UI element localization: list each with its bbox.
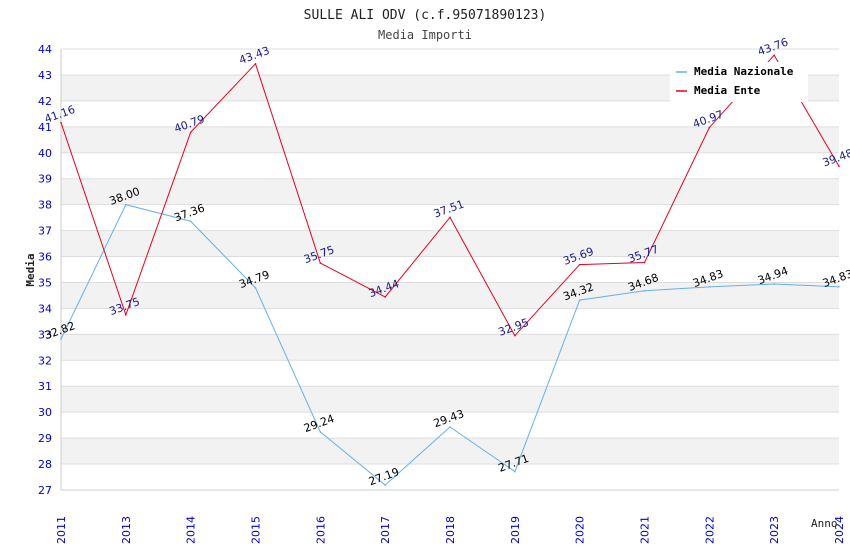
y-tick-label: 29 (38, 432, 52, 445)
y-tick-label: 33 (38, 328, 52, 341)
legend: Media Nazionale Media Ente (670, 62, 808, 102)
data-point (189, 220, 192, 223)
x-tick-label: 2019 (509, 516, 522, 544)
data-point (60, 121, 62, 124)
data-label: 29.24 (302, 412, 336, 435)
data-point (643, 289, 646, 292)
x-tick-label: 2011 (55, 516, 68, 544)
x-tick-label: 2022 (703, 516, 716, 544)
x-tick-label: 2024 (833, 516, 846, 544)
data-labels: 32.8238.0037.3634.7929.2427.1929.4327.71… (43, 35, 850, 488)
data-label: 43.43 (237, 44, 271, 67)
legend-label-nazionale: Media Nazionale (694, 65, 794, 78)
y-tick-label: 42 (38, 95, 52, 108)
x-tick-label: 2023 (768, 516, 781, 544)
grid-band (61, 178, 839, 205)
x-axis-label: Anno (811, 517, 838, 530)
data-point (578, 263, 581, 266)
legend-label-ente: Media Ente (694, 84, 761, 97)
data-point (838, 286, 840, 288)
y-tick-label: 40 (38, 147, 52, 160)
grid-band (61, 126, 839, 153)
grid-band (61, 334, 839, 361)
data-point (643, 261, 646, 264)
data-point (449, 426, 451, 428)
data-point (319, 431, 322, 433)
x-tick-label: 2020 (574, 516, 587, 544)
x-tick-labels: 2011 2013 2014 2015 2016 2017 2018 2019 2020 2021… (55, 516, 846, 544)
data-point (254, 62, 257, 65)
data-point (838, 165, 840, 168)
y-tick-label: 34 (38, 302, 52, 315)
y-tick-label: 43 (38, 69, 52, 82)
chart-title: SULLE ALI ODV (c.f.95071890123) (304, 8, 547, 23)
x-tick-label: 2014 (185, 516, 198, 544)
y-tick-label: 44 (38, 43, 52, 56)
series-lines (60, 54, 840, 486)
y-tick-label: 32 (38, 354, 52, 367)
data-label: 27.19 (367, 465, 401, 488)
x-tick-label: 2021 (639, 516, 652, 544)
data-point (514, 334, 516, 337)
y-tick-label: 41 (38, 121, 52, 134)
grid-band (61, 438, 839, 465)
y-tick-label: 31 (38, 380, 52, 393)
data-point (319, 262, 322, 264)
data-point (708, 126, 711, 129)
data-label: 43.76 (756, 35, 790, 58)
y-tick-label: 37 (38, 225, 52, 238)
x-tick-label: 2017 (379, 516, 392, 544)
data-point (189, 131, 192, 134)
data-point (254, 287, 257, 289)
data-point (384, 296, 386, 298)
grid-band (61, 386, 839, 413)
chart-subtitle: Media Importi (378, 28, 472, 42)
data-point (125, 314, 127, 316)
grid-band (61, 230, 839, 257)
data-point (384, 484, 386, 486)
data-point (773, 54, 775, 57)
data-point (449, 216, 451, 219)
x-tick-label: 2015 (250, 516, 263, 544)
y-tick-label: 36 (38, 251, 52, 264)
y-tick-label: 39 (38, 173, 52, 186)
y-tick-labels: 27 28 29 30 31 32 33 34 35 36 37 38 39 40 41 42 43 44 (38, 43, 52, 497)
data-point (60, 338, 62, 340)
y-axis-label: Media (24, 253, 37, 286)
y-tick-label: 27 (38, 484, 52, 497)
x-tick-label: 2018 (444, 516, 457, 544)
y-tick-label: 28 (38, 458, 52, 471)
data-point (578, 299, 581, 301)
data-point (125, 203, 127, 206)
x-tick-label: 2016 (314, 516, 327, 544)
data-point (773, 283, 775, 285)
x-tick-label: 2013 (120, 516, 133, 544)
data-point (514, 470, 516, 473)
y-tick-label: 30 (38, 406, 52, 419)
y-tick-label: 35 (38, 276, 52, 289)
legend-box (670, 62, 808, 102)
data-point (708, 286, 711, 288)
y-tick-label: 38 (38, 199, 52, 212)
